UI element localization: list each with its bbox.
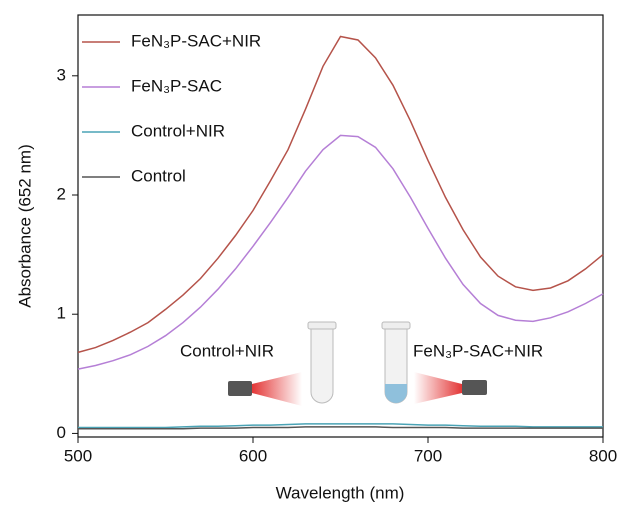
x-tick-label: 600: [239, 446, 267, 465]
laser: [228, 381, 252, 396]
beam: [252, 372, 302, 406]
laser: [462, 380, 487, 395]
y-tick-label: 2: [57, 184, 66, 203]
x-tick-label: 700: [414, 446, 442, 465]
plot-frame: [77, 14, 604, 438]
legend-label: FeN₃P-SAC: [131, 76, 222, 95]
data-line: [77, 134, 604, 370]
annotation: FeN₃P-SAC+NIR: [413, 341, 543, 360]
inset-illustration: Control+NIR FeN₃P-SAC+NIR: [180, 321, 543, 406]
data-line: [77, 35, 604, 354]
tube: [310, 327, 334, 404]
x-axis-label: Wavelength (nm): [276, 483, 405, 502]
x-tick-label: 800: [589, 446, 617, 465]
y-tick-label: 1: [57, 304, 66, 323]
data-line: [78, 426, 603, 430]
annotation: Control+NIR: [180, 341, 274, 360]
y-tick-label: 0: [57, 423, 66, 442]
legend-label: FeN₃P-SAC+NIR: [131, 31, 261, 50]
y-tick-label: 3: [57, 65, 66, 84]
legend-label: Control: [131, 166, 186, 185]
legend-label: Control+NIR: [131, 121, 225, 140]
x-tick-label: 500: [64, 446, 92, 465]
tube-cap: [307, 321, 337, 330]
data-line: [78, 423, 603, 429]
tube-cap: [381, 321, 411, 330]
tube-liquid: [385, 384, 407, 403]
y-axis-label: Absorbance (652 nm): [15, 144, 34, 307]
beam: [414, 372, 462, 404]
